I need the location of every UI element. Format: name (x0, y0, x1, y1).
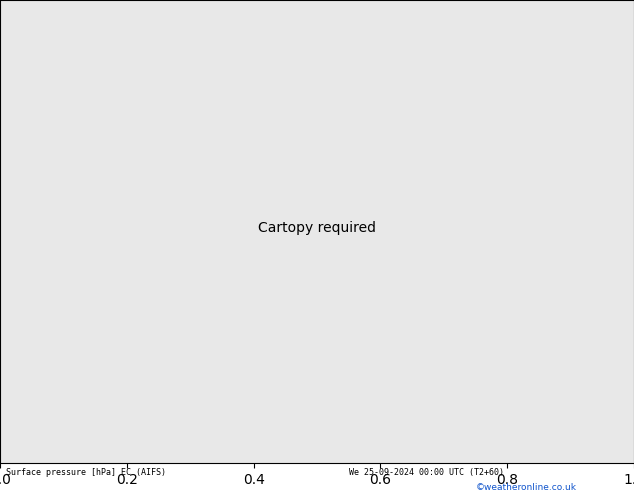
Text: Surface pressure [hPa] EC (AIFS): Surface pressure [hPa] EC (AIFS) (6, 468, 166, 477)
Text: We 25-09-2024 00:00 UTC (T2+60): We 25-09-2024 00:00 UTC (T2+60) (349, 468, 503, 477)
Text: Cartopy required: Cartopy required (258, 220, 376, 235)
Text: ©weatheronline.co.uk: ©weatheronline.co.uk (476, 483, 576, 490)
